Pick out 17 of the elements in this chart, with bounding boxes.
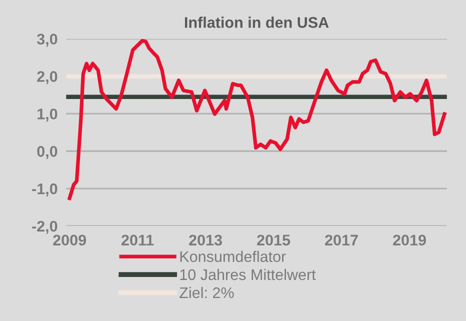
y-tick-label: -1,0 — [32, 183, 58, 196]
x-tick-label: 2011 — [122, 234, 154, 246]
legend-label: Ziel: 2% — [180, 286, 234, 298]
legend-label: Konsumdeflator — [180, 250, 286, 262]
line-series — [68, 38, 446, 200]
x-tick-label: 2019 — [393, 234, 426, 246]
chart-title: Inflation in den USA — [184, 16, 329, 28]
y-tick-label: 3,0 — [36, 34, 58, 47]
y-tick-label: 2,0 — [37, 71, 58, 84]
y-tick-label: 1,0 — [38, 108, 58, 122]
x-tick-label: 2009 — [53, 234, 86, 246]
legend-label: 10 Jahres Mittelwert — [180, 268, 316, 280]
x-tick-label: 2013 — [189, 234, 222, 246]
y-tick-label: 0,0 — [37, 146, 58, 160]
y-tick-label: -2,0 — [32, 220, 58, 234]
x-tick-label: 2015 — [257, 234, 290, 246]
x-tick-label: 2017 — [325, 234, 358, 246]
